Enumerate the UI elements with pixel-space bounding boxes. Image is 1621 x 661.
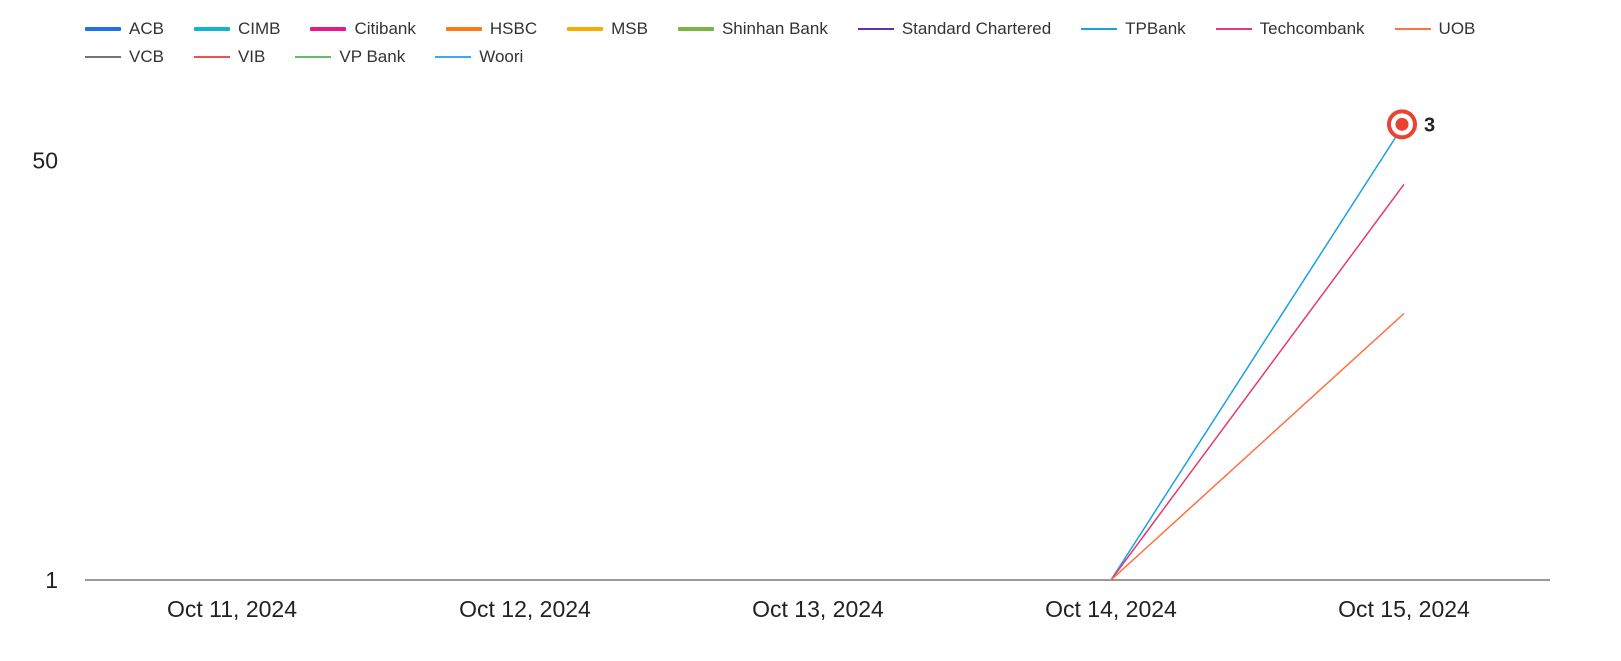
legend-swatch xyxy=(857,28,894,30)
legend-label: Techcombank xyxy=(1259,19,1365,38)
series-line xyxy=(1110,183,1405,580)
legend-label: HSBC xyxy=(489,19,538,38)
legend-item[interactable]: CIMB xyxy=(193,18,281,40)
legend-item[interactable]: ACB xyxy=(85,18,164,40)
legend-swatch xyxy=(1215,28,1252,30)
legend-swatch xyxy=(85,56,121,58)
legend-item[interactable]: UOB xyxy=(1394,18,1476,40)
legend-item[interactable]: VP Bank xyxy=(295,46,405,68)
highlight-marker-dot xyxy=(1395,117,1409,131)
legend-item[interactable]: HSBC xyxy=(445,18,538,40)
legend-swatch xyxy=(677,27,714,31)
legend-swatch xyxy=(310,27,347,31)
legend-label: MSB xyxy=(611,19,648,38)
legend-label: Woori xyxy=(479,47,524,66)
x-tick-label: Oct 13, 2024 xyxy=(752,596,884,622)
legend-item[interactable]: Shinhan Bank xyxy=(677,18,828,40)
x-tick-label: Oct 14, 2024 xyxy=(1045,596,1177,622)
legend-label: UOB xyxy=(1438,19,1476,38)
series-line xyxy=(1110,123,1405,580)
y-tick-label: 50 xyxy=(32,147,58,173)
legend-item[interactable]: VCB xyxy=(85,46,164,68)
legend-label: VIB xyxy=(237,47,266,66)
legend-label: ACB xyxy=(129,19,164,38)
legend-label: CIMB xyxy=(237,19,281,38)
legend-swatch xyxy=(1394,28,1431,30)
legend-swatch xyxy=(1081,28,1118,30)
legend-item[interactable]: Techcombank xyxy=(1215,18,1365,40)
legend-swatch xyxy=(567,27,604,31)
x-tick-label: Oct 12, 2024 xyxy=(459,596,591,622)
x-tick-label: Oct 11, 2024 xyxy=(167,596,297,622)
legend-swatch xyxy=(85,27,121,31)
legend-item[interactable]: MSB xyxy=(567,18,648,40)
legend-label: Standard Chartered xyxy=(901,19,1052,38)
legend-label: Citibank xyxy=(354,19,416,38)
legend-label: Shinhan Bank xyxy=(721,19,828,38)
legend-swatch xyxy=(193,27,230,31)
legend-item[interactable]: TPBank xyxy=(1081,18,1186,40)
legend-swatch xyxy=(435,56,472,58)
chart-legend: ACB CIMB Citibank HSBC MSB Shinhan Bank Standa… xyxy=(85,18,1535,68)
legend-swatch xyxy=(295,56,332,58)
legend-swatch xyxy=(445,27,482,31)
legend-swatch xyxy=(193,56,230,58)
legend-item[interactable]: VIB xyxy=(193,46,266,68)
legend-label: TPBank xyxy=(1125,19,1186,38)
series-line xyxy=(1109,312,1405,580)
x-tick-label: Oct 15, 2024 xyxy=(1338,596,1470,622)
data-label: 3 xyxy=(1424,114,1435,136)
legend-item[interactable]: Woori xyxy=(435,46,523,68)
legend-item[interactable]: Citibank xyxy=(310,18,416,40)
legend-label: VP Bank xyxy=(339,47,406,66)
y-tick-label: 1 xyxy=(45,567,58,593)
legend-item[interactable]: Standard Chartered xyxy=(857,18,1052,40)
legend-label: VCB xyxy=(129,47,164,66)
